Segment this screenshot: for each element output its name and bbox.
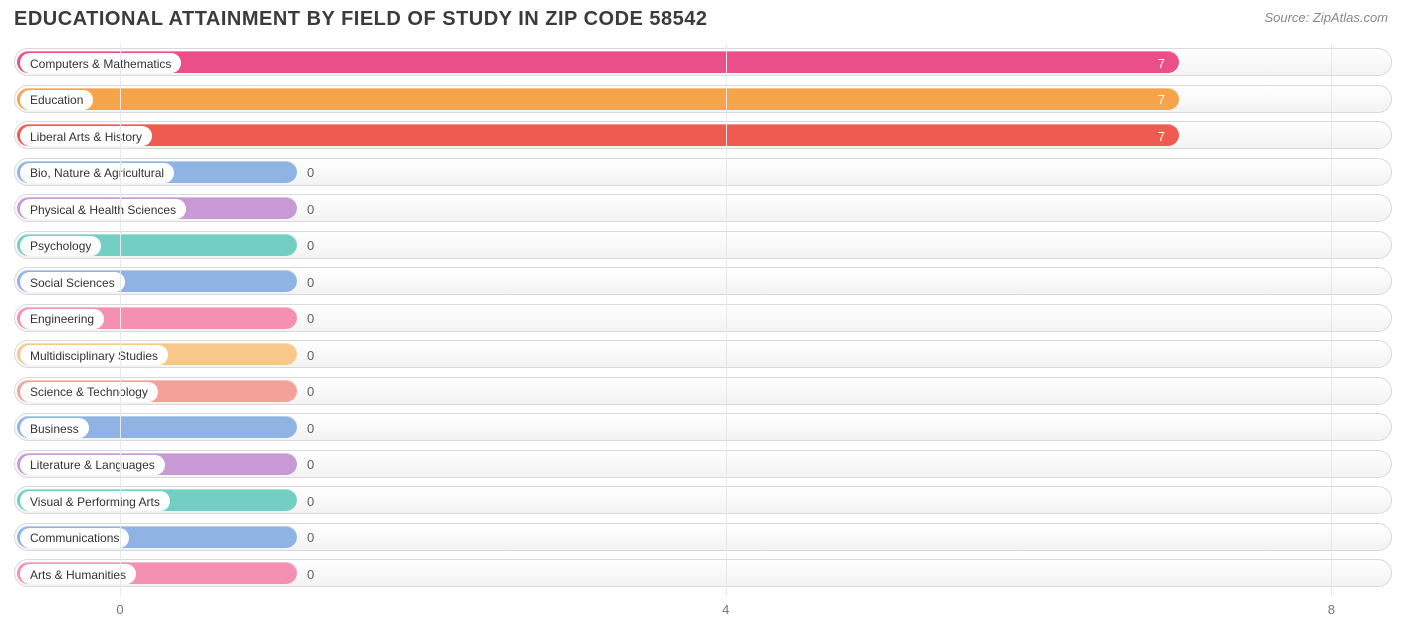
x-tick: 8 [1328, 602, 1335, 617]
bar-row: Business 0 [14, 409, 1392, 446]
x-axis: 0 4 8 [14, 602, 1392, 622]
bar-row: Computers & Mathematics 7 [14, 44, 1392, 81]
chart-title: EDUCATIONAL ATTAINMENT BY FIELD OF STUDY… [14, 8, 708, 31]
bar-label-pill: Computers & Mathematics [20, 53, 181, 73]
x-tick: 4 [722, 602, 729, 617]
bar-track: Literature & Languages 0 [14, 450, 1392, 478]
bar-value: 7 [1158, 122, 1165, 150]
bar-track: Communications 0 [14, 523, 1392, 551]
bar-track: Bio, Nature & Agricultural 0 [14, 158, 1392, 186]
bar-value: 7 [1158, 86, 1165, 114]
bar-track: Science & Technology 0 [14, 377, 1392, 405]
bar-track: Arts & Humanities 0 [14, 559, 1392, 587]
bar-row: Bio, Nature & Agricultural 0 [14, 154, 1392, 191]
bar-value: 0 [307, 524, 314, 552]
bar-value: 0 [307, 487, 314, 515]
bar-label-pill: Engineering [20, 309, 104, 329]
bar-label-pill: Physical & Health Sciences [20, 199, 186, 219]
bar-value: 0 [307, 414, 314, 442]
bar-row: Social Sciences 0 [14, 263, 1392, 300]
bar-value: 0 [307, 159, 314, 187]
bar-label-pill: Psychology [20, 236, 101, 256]
bar-row: Liberal Arts & History 7 [14, 117, 1392, 154]
bar-fill [17, 88, 1179, 110]
bar-row: Multidisciplinary Studies 0 [14, 336, 1392, 373]
bar-value: 7 [1158, 49, 1165, 77]
chart-area: Computers & Mathematics7Education7Libera… [14, 44, 1392, 596]
bar-track: Liberal Arts & History 7 [14, 121, 1392, 149]
bar-track: Physical & Health Sciences 0 [14, 194, 1392, 222]
bar-label-pill: Science & Technology [20, 382, 158, 402]
bar-track: Psychology 0 [14, 231, 1392, 259]
bar-label-pill: Business [20, 418, 89, 438]
bar-label-pill: Bio, Nature & Agricultural [20, 163, 174, 183]
bar-track: Computers & Mathematics 7 [14, 48, 1392, 76]
bar-track: Education 7 [14, 85, 1392, 113]
bar-label-pill: Communications [20, 528, 129, 548]
bar-row: Science & Technology 0 [14, 373, 1392, 410]
bar-value: 0 [307, 560, 314, 588]
bar-track: Visual & Performing Arts 0 [14, 486, 1392, 514]
bar-track: Engineering 0 [14, 304, 1392, 332]
bar-row: Engineering 0 [14, 300, 1392, 337]
bar-row: Communications 0 [14, 519, 1392, 556]
bar-row: Physical & Health Sciences 0 [14, 190, 1392, 227]
bar-value: 0 [307, 341, 314, 369]
bar-track: Business 0 [14, 413, 1392, 441]
grid-line [1331, 44, 1332, 596]
bar-value: 0 [307, 232, 314, 260]
source-label: Source: ZipAtlas.com [1264, 10, 1388, 25]
bar-value: 0 [307, 451, 314, 479]
grid-line [120, 44, 121, 596]
bar-row: Education 7 [14, 81, 1392, 118]
x-tick: 0 [116, 602, 123, 617]
bar-row: Literature & Languages 0 [14, 446, 1392, 483]
bar-label-pill: Arts & Humanities [20, 564, 136, 584]
bar-value: 0 [307, 268, 314, 296]
grid-line [726, 44, 727, 596]
bar-label-pill: Social Sciences [20, 272, 125, 292]
bar-fill [17, 51, 1179, 73]
bar-track: Social Sciences 0 [14, 267, 1392, 295]
bar-fill [17, 124, 1179, 146]
bar-label-pill: Visual & Performing Arts [20, 491, 170, 511]
bar-row: Arts & Humanities 0 [14, 555, 1392, 592]
bar-label-pill: Liberal Arts & History [20, 126, 152, 146]
bar-row: Psychology 0 [14, 227, 1392, 264]
bar-label-pill: Education [20, 90, 93, 110]
bar-row: Visual & Performing Arts 0 [14, 482, 1392, 519]
bar-track: Multidisciplinary Studies 0 [14, 340, 1392, 368]
bar-value: 0 [307, 378, 314, 406]
bar-label-pill: Multidisciplinary Studies [20, 345, 168, 365]
bar-label-pill: Literature & Languages [20, 455, 165, 475]
bar-value: 0 [307, 305, 314, 333]
bar-value: 0 [307, 195, 314, 223]
